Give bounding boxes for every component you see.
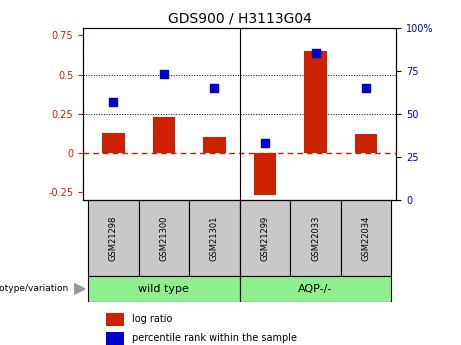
Title: GDS900 / H3113G04: GDS900 / H3113G04 [168, 11, 312, 25]
Text: GSM21301: GSM21301 [210, 215, 219, 261]
Text: GSM21300: GSM21300 [160, 215, 168, 261]
Bar [341, 200, 391, 276]
Bar [139, 200, 189, 276]
Text: GSM21299: GSM21299 [260, 215, 270, 261]
Bar [355, 134, 378, 153]
Bar [254, 153, 277, 195]
Point [160, 71, 167, 77]
Point [312, 51, 319, 56]
Bar [106, 313, 124, 326]
Text: wild type: wild type [138, 284, 189, 294]
Text: genotype/variation: genotype/variation [0, 284, 69, 294]
Bar [189, 200, 240, 276]
Text: percentile rank within the sample: percentile rank within the sample [132, 333, 297, 343]
Bar [88, 200, 139, 276]
Text: GSM22033: GSM22033 [311, 215, 320, 261]
Text: GSM21298: GSM21298 [109, 215, 118, 261]
Point [261, 140, 269, 146]
Bar [88, 276, 240, 302]
Polygon shape [74, 284, 85, 295]
Text: log ratio: log ratio [132, 314, 172, 324]
Point [211, 85, 218, 91]
Text: GSM22034: GSM22034 [361, 215, 371, 261]
Bar [203, 137, 226, 153]
Bar [290, 200, 341, 276]
Bar [106, 332, 124, 345]
Point [110, 99, 117, 105]
Point [362, 85, 370, 91]
Bar [304, 51, 327, 153]
Bar [153, 117, 175, 153]
Bar [240, 276, 391, 302]
Bar [102, 133, 124, 153]
Bar [240, 200, 290, 276]
Text: AQP-/-: AQP-/- [298, 284, 333, 294]
